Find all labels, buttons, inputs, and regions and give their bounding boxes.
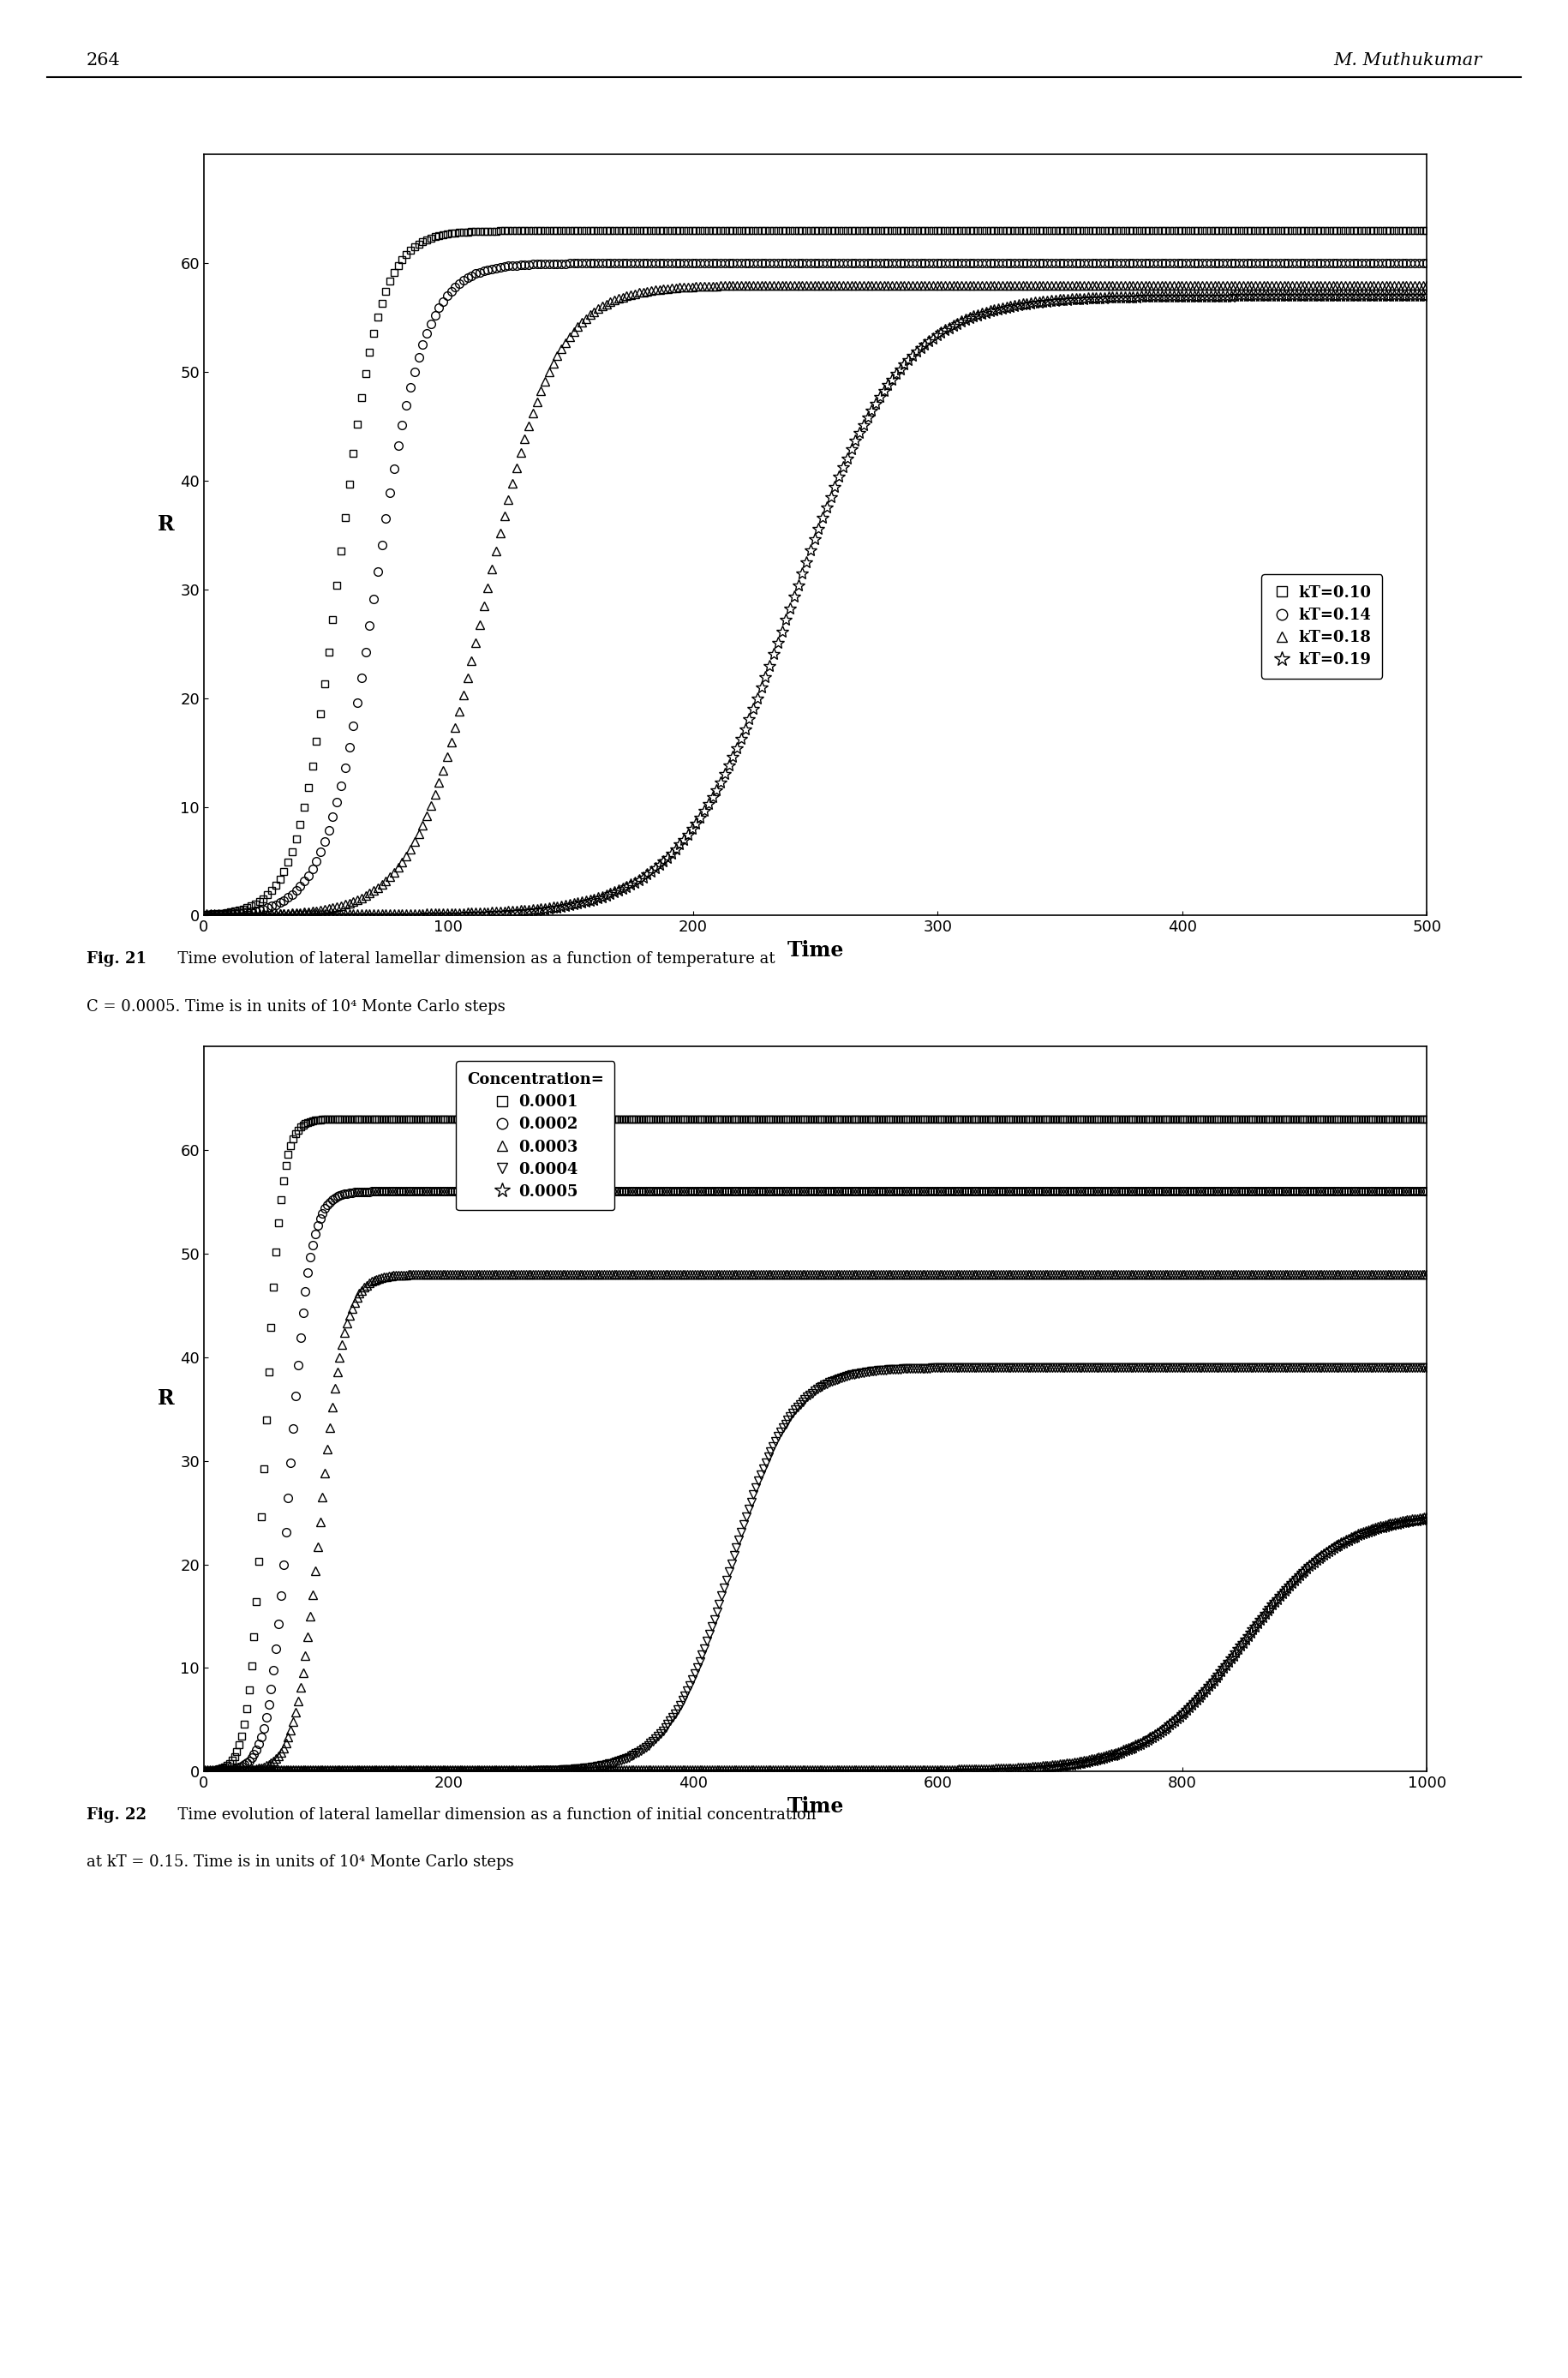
Text: 264: 264 <box>86 52 121 69</box>
Y-axis label: R: R <box>157 1389 174 1408</box>
Y-axis label: R: R <box>157 514 174 535</box>
X-axis label: Time: Time <box>787 939 844 961</box>
Text: M. Muthukumar: M. Muthukumar <box>1333 52 1482 69</box>
Text: Fig. 22: Fig. 22 <box>86 1807 146 1822</box>
Text: Fig. 21: Fig. 21 <box>86 951 146 965</box>
Legend: 0.0001, 0.0002, 0.0003, 0.0004, 0.0005: 0.0001, 0.0002, 0.0003, 0.0004, 0.0005 <box>456 1061 615 1210</box>
Legend: kT=0.10, kT=0.14, kT=0.18, kT=0.19: kT=0.10, kT=0.14, kT=0.18, kT=0.19 <box>1262 573 1383 678</box>
Text: Time evolution of lateral lamellar dimension as a function of temperature at: Time evolution of lateral lamellar dimen… <box>168 951 775 965</box>
Text: C = 0.0005. Time is in units of 10⁴ Monte Carlo steps: C = 0.0005. Time is in units of 10⁴ Mont… <box>86 999 505 1013</box>
X-axis label: Time: Time <box>787 1795 844 1817</box>
Text: at kT = 0.15. Time is in units of 10⁴ Monte Carlo steps: at kT = 0.15. Time is in units of 10⁴ Mo… <box>86 1855 513 1869</box>
Text: Time evolution of lateral lamellar dimension as a function of initial concentrat: Time evolution of lateral lamellar dimen… <box>168 1807 815 1822</box>
